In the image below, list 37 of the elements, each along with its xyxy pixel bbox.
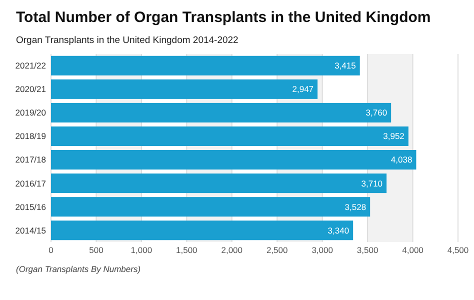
y-tick-label: 2019/20 [15,108,46,118]
data-label: 3,340 [328,225,350,236]
x-tick-label: 2,000 [221,245,243,255]
chart-title: Total Number of Organ Transplants in the United Kingdom [16,9,431,26]
y-tick-label: 2017/18 [15,154,46,165]
x-tick-label: 500 [89,245,104,255]
bar [51,220,354,240]
bar [51,56,360,76]
x-tick-label: 2,500 [266,245,288,255]
y-tick-label: 2021/22 [15,60,46,71]
bar [51,150,416,170]
y-tick-label: 2020/21 [15,84,46,94]
data-label: 3,528 [344,202,366,212]
x-tick-label: 1,000 [130,245,152,255]
data-label: 2,947 [292,84,314,94]
bar [51,174,387,194]
chart-subtitle: Organ Transplants in the United Kingdom 2014-2022 [16,35,238,46]
bar [51,197,370,217]
x-tick-label: 3,000 [312,245,334,255]
y-tick-label: 2014/15 [15,225,46,236]
y-tick-label: 2018/19 [15,131,46,142]
x-tick-label: 4,000 [402,245,424,255]
text: (Organ Transplants By Numbers) [16,264,141,274]
data-label: 3,760 [366,108,388,118]
data-label: 4,038 [390,154,412,165]
bar [51,126,408,146]
bar [51,102,392,122]
data-label: 3,710 [361,178,383,188]
x-tick-label: 1,500 [176,245,198,255]
data-label: 3,952 [383,131,405,142]
x-tick-label: 4,500 [447,245,469,255]
x-tick-label: 3,500 [356,245,378,255]
x-tick-label: 0 [48,245,54,255]
y-tick-label: 2016/17 [15,178,46,188]
bar [51,79,318,99]
data-label: 3,415 [334,60,356,71]
y-tick-label: 2015/16 [15,202,46,212]
